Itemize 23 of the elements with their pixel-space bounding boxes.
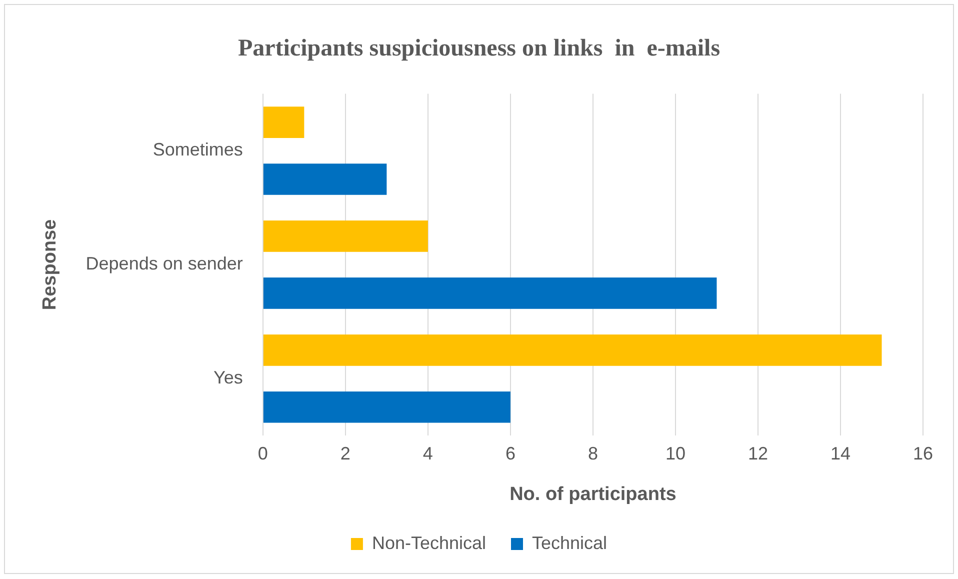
legend-label: Technical bbox=[532, 532, 608, 553]
x-tick-label: 8 bbox=[588, 443, 598, 464]
y-tick-label: Yes bbox=[214, 368, 243, 388]
x-tick-label: 14 bbox=[830, 443, 851, 464]
y-tick-label: Depends on sender bbox=[86, 254, 243, 274]
x-tick-label: 2 bbox=[340, 443, 350, 464]
y-tick-label: Sometimes bbox=[152, 140, 243, 160]
bar bbox=[263, 106, 304, 138]
bar bbox=[263, 278, 717, 309]
x-tick-label: 0 bbox=[258, 443, 268, 464]
x-tick-label: 12 bbox=[748, 443, 768, 464]
bar bbox=[263, 220, 428, 252]
x-tick-label: 16 bbox=[912, 443, 934, 464]
bar bbox=[263, 391, 510, 423]
legend-label: Non-Technical bbox=[372, 532, 486, 553]
chart-title: Participants suspiciousness on links in e-mails bbox=[238, 36, 720, 62]
bar bbox=[263, 334, 882, 366]
y-axis-title: Response bbox=[40, 219, 61, 310]
x-axis-title: No. of participants bbox=[510, 484, 676, 505]
bar bbox=[263, 164, 387, 195]
x-tick-label: 4 bbox=[422, 443, 433, 464]
x-tick-label: 10 bbox=[665, 443, 686, 464]
x-tick-label: 6 bbox=[505, 443, 516, 464]
